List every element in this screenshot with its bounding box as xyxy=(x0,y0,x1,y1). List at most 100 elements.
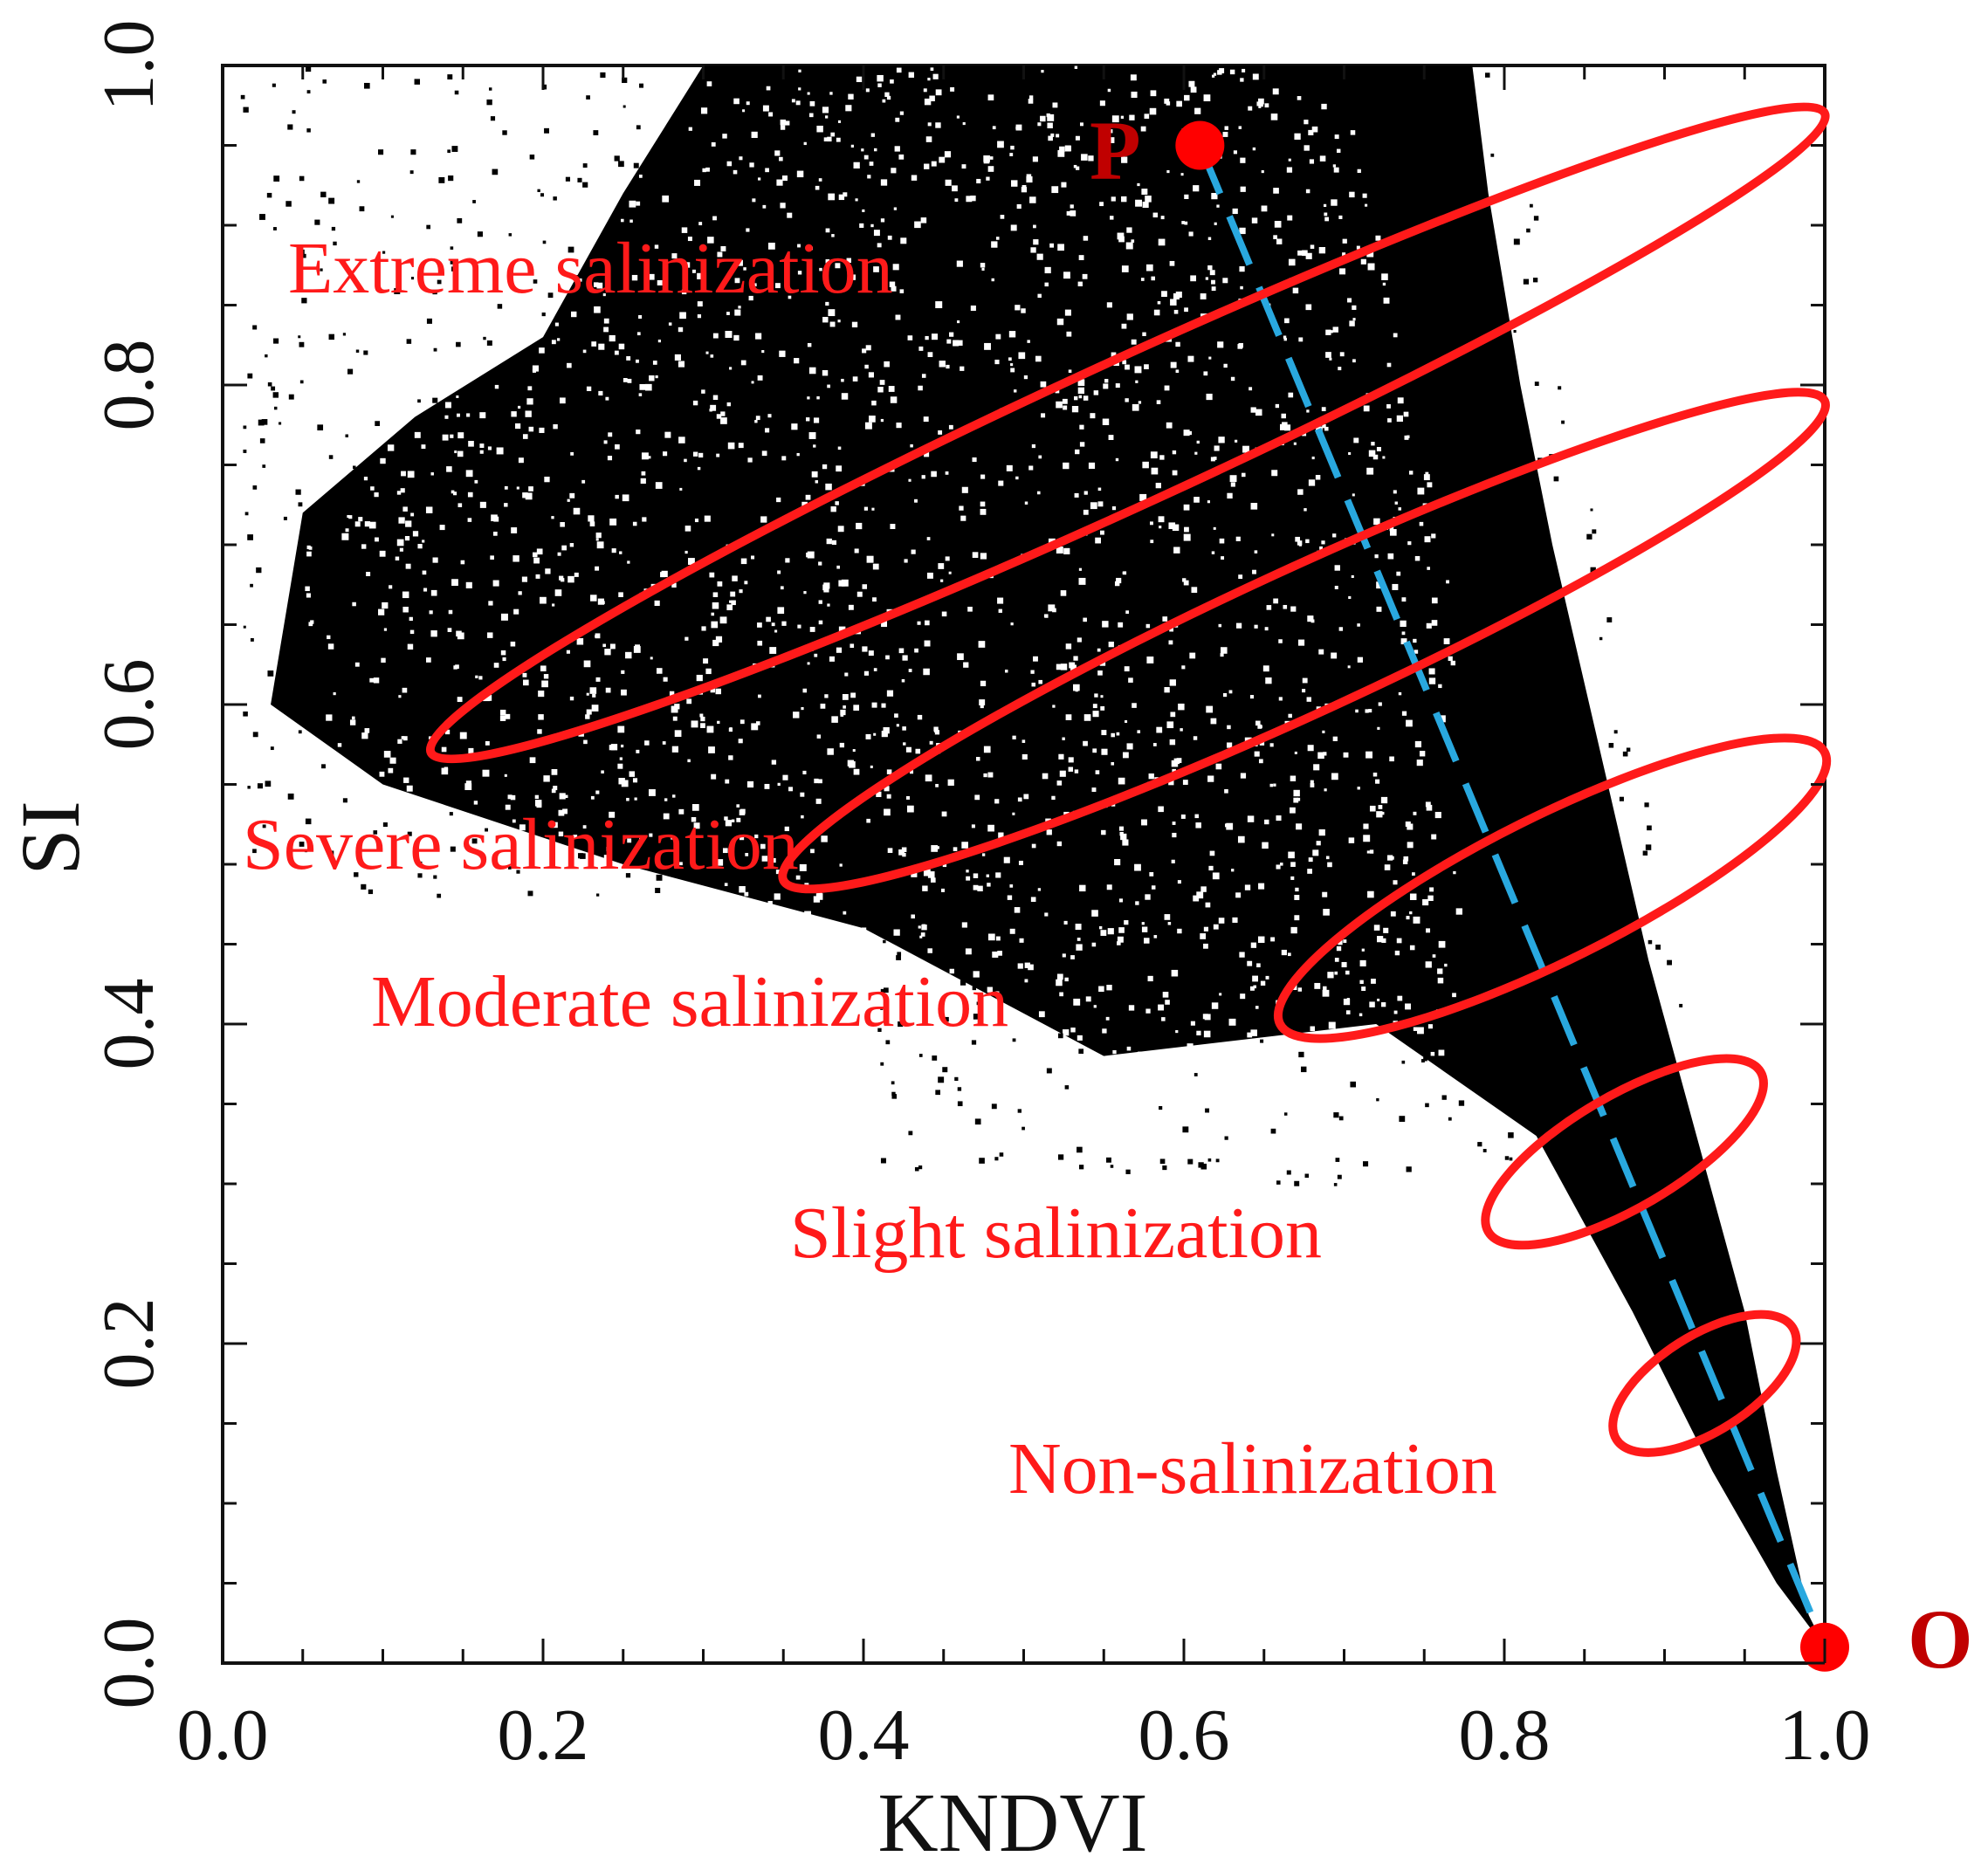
scatter-gap xyxy=(654,600,660,607)
scatter-gap xyxy=(1331,773,1338,780)
scatter-gap xyxy=(1311,126,1318,133)
scatter-gap xyxy=(1239,266,1245,272)
scatter-gap xyxy=(771,622,775,627)
scatter-gap xyxy=(981,267,985,271)
scatter-gap xyxy=(863,506,869,511)
scatter-gap xyxy=(570,451,574,456)
scatter-gap xyxy=(1102,418,1110,425)
scatter-gap xyxy=(1140,278,1145,281)
scatter-gap xyxy=(1224,126,1228,130)
scatter-gap xyxy=(995,333,1001,340)
scatter-gap xyxy=(1260,980,1266,986)
scatter-point xyxy=(582,163,588,168)
scatter-gap xyxy=(1031,443,1036,449)
scatter-gap xyxy=(1111,115,1119,123)
x-tick-label: 0.4 xyxy=(818,1695,910,1776)
scatter-point xyxy=(1482,1149,1487,1152)
scatter-point xyxy=(918,1054,923,1057)
scatter-gap xyxy=(1287,952,1291,957)
scatter-gap xyxy=(1059,770,1066,777)
scatter-gap xyxy=(638,175,643,178)
scatter-gap xyxy=(551,768,558,775)
scatter-gap xyxy=(552,603,555,607)
scatter-gap xyxy=(404,535,410,541)
scatter-gap xyxy=(914,221,921,229)
zone-ellipse-4 xyxy=(1608,1310,1801,1457)
scatter-gap xyxy=(1261,170,1264,174)
scatter-gap xyxy=(825,483,832,491)
scatter-gap xyxy=(853,705,860,712)
scatter-gap xyxy=(697,314,702,319)
scatter-gap xyxy=(871,702,877,708)
scatter-gap xyxy=(688,558,695,565)
scatter-gap xyxy=(1063,462,1070,470)
scatter-gap xyxy=(1073,684,1080,691)
scatter-gap xyxy=(556,338,561,341)
scatter-gap xyxy=(538,714,544,720)
scatter-gap xyxy=(987,824,994,832)
scatter-point xyxy=(1586,533,1592,540)
scatter-gap xyxy=(1437,968,1443,974)
scatter-gap xyxy=(889,281,896,287)
scatter-gap xyxy=(959,505,964,511)
scatter-gap xyxy=(1145,894,1151,900)
scatter-gap xyxy=(1125,720,1128,724)
scatter-gap xyxy=(1019,938,1024,943)
scatter-gap xyxy=(862,584,868,589)
scatter-point xyxy=(574,275,580,279)
scatter-gap xyxy=(1342,238,1347,244)
scatter-gap xyxy=(1083,740,1088,746)
x-tick-label: 0.0 xyxy=(177,1695,269,1776)
scatter-gap xyxy=(1109,129,1113,134)
scatter-gap xyxy=(603,318,609,324)
scatter-gap xyxy=(1366,250,1374,258)
scatter-point xyxy=(244,512,249,516)
scatter-gap xyxy=(1372,454,1379,460)
scatter-gap xyxy=(1211,551,1215,554)
scatter-point xyxy=(565,176,571,182)
scatter-gap xyxy=(1111,196,1116,202)
scatter-gap xyxy=(432,557,438,563)
scatter-gap xyxy=(697,272,704,279)
scatter-gap xyxy=(551,516,554,519)
scatter-gap xyxy=(1207,265,1213,271)
scatter-gap xyxy=(1310,783,1315,787)
scatter-gap xyxy=(1363,835,1371,842)
scatter-gap xyxy=(1328,1021,1336,1029)
scatter-gap xyxy=(597,598,604,605)
scatter-gap xyxy=(1229,69,1235,75)
scatter-point xyxy=(639,83,644,88)
scatter-gap xyxy=(1172,768,1177,773)
scatter-gap xyxy=(868,650,874,657)
scatter-gap xyxy=(1255,720,1261,726)
scatter-gap xyxy=(979,699,986,706)
scatter-point xyxy=(243,107,249,113)
scatter-gap xyxy=(1359,980,1364,985)
scatter-gap xyxy=(818,600,822,604)
scatter-gap xyxy=(825,258,830,264)
scatter-gap xyxy=(947,779,954,786)
scatter-gap xyxy=(1112,1049,1117,1055)
scatter-gap xyxy=(1312,849,1319,856)
scatter-gap xyxy=(1283,335,1287,339)
zone-ellipse-3 xyxy=(1481,1054,1768,1250)
scatter-gap xyxy=(589,687,597,694)
scatter-gap xyxy=(881,621,888,628)
scatter-gap xyxy=(706,81,712,86)
scatter-gap xyxy=(1387,553,1394,560)
scatter-gap xyxy=(1247,960,1253,966)
scatter-gap xyxy=(856,522,863,530)
scatter-gap xyxy=(932,73,939,79)
scatter-gap xyxy=(739,719,745,725)
scatter-gap xyxy=(1298,337,1304,342)
scatter-point xyxy=(261,419,268,425)
scatter-gap xyxy=(1302,689,1306,693)
scatter-gap xyxy=(537,729,542,734)
scatter-gap xyxy=(1074,769,1079,773)
scatter-gap xyxy=(867,175,871,179)
scatter-gap xyxy=(448,609,453,615)
scatter-point xyxy=(1645,844,1652,850)
scatter-gap xyxy=(757,622,762,628)
scatter-gap xyxy=(1342,252,1346,257)
scatter-gap xyxy=(1070,1028,1076,1033)
